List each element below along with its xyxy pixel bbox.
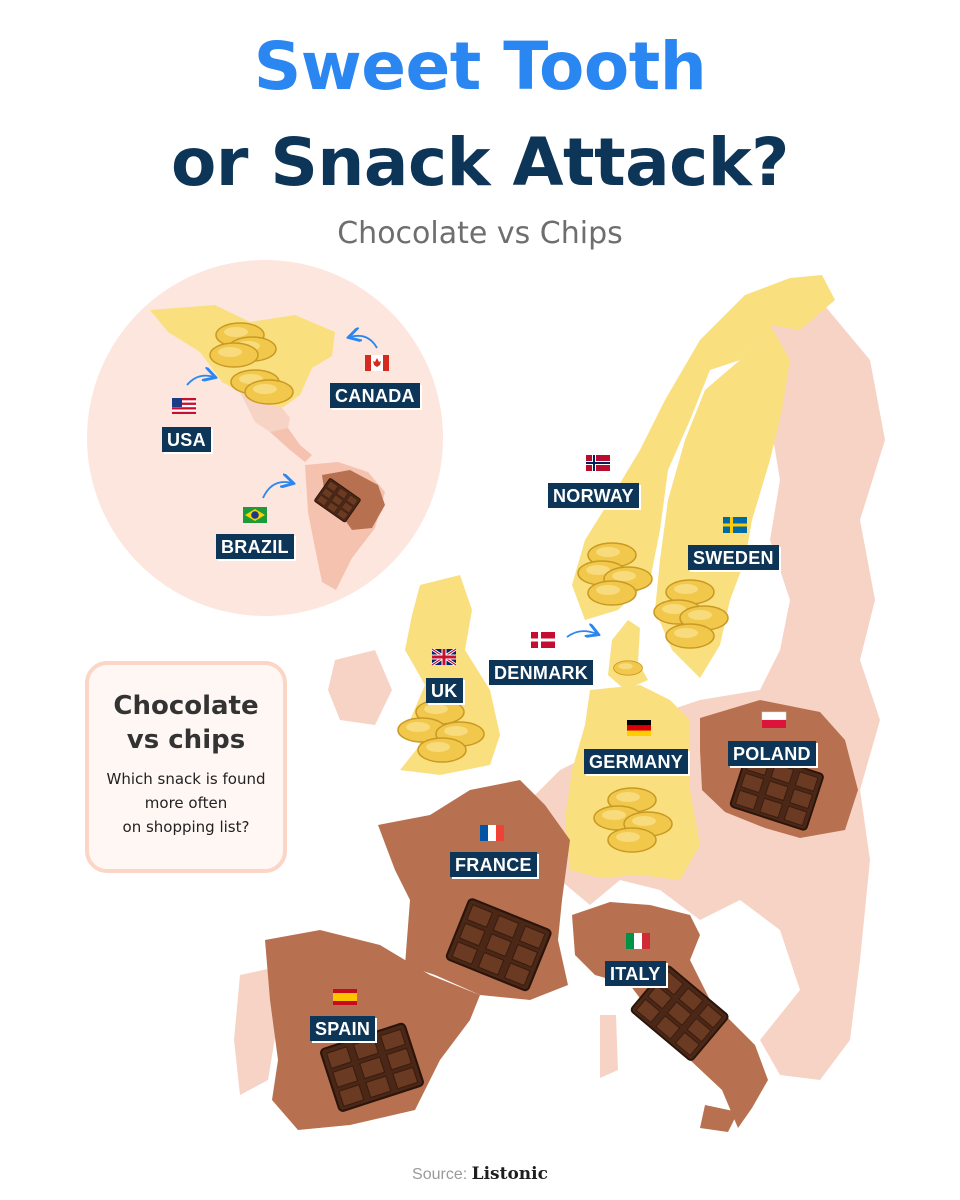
ireland-shape [328,650,392,725]
source-name: Listonic [471,1164,548,1184]
source-prefix: Source: [412,1166,468,1183]
country-label-brazil: BRAZIL [216,534,294,559]
country-label-germany: GERMANY [584,749,689,774]
sweden-flag-icon [723,517,747,533]
country-label-norway: NORWAY [548,483,639,508]
arrow-denmark [566,631,597,637]
norway-shape [572,275,835,620]
country-label-spain: SPAIN [310,1016,376,1041]
legend-title-line-2: vs chips [126,725,246,755]
country-label-denmark: DENMARK [489,660,594,685]
canada-flag-icon [365,355,389,371]
legend-title: Chocolate vs chips [89,689,283,757]
legend-box: Chocolate vs chips Which snack is found … [85,661,287,873]
italy-flag-icon [626,933,650,949]
chips-pile-denmark [613,660,643,676]
uk-flag-icon [431,647,457,667]
france-flag-icon [480,825,504,841]
arrow-canada [350,336,378,349]
country-label-italy: ITALY [605,961,666,986]
denmark-shape [608,620,648,690]
us-flag-icon [172,398,196,414]
spain-flag-icon [333,989,357,1005]
central-america-shape [270,428,312,462]
country-label-canada: CANADA [330,383,420,408]
sicily-shape [700,1105,738,1132]
country-label-poland: POLAND [728,741,816,766]
arrow-usa [186,376,214,386]
legend-text-line-3: on shopping list? [122,818,250,836]
country-label-uk: UK [426,678,463,703]
portugal-shape [234,968,278,1095]
brazil-flag-icon [243,507,267,523]
country-label-usa: USA [162,427,211,452]
subtitle: Chocolate vs Chips [337,216,623,251]
legend-description: Which snack is found more often on shopp… [89,767,283,839]
title-line-1: Sweet Tooth [253,28,707,105]
americas-inset-circle [87,260,443,616]
legend-text-line-1: Which snack is found [106,770,266,788]
sardinia-shape [600,1015,618,1078]
source-credit: Source: Listonic [0,1164,960,1184]
country-label-france: FRANCE [450,852,537,877]
legend-title-line-1: Chocolate [113,691,259,721]
mexico-shape [240,392,290,432]
norway-flag-icon [586,455,610,471]
title-line-2: or Snack Attack? [171,124,789,201]
country-label-sweden: SWEDEN [688,545,779,570]
europe-other-regions [520,300,885,1080]
arrow-brazil [262,482,292,499]
legend-text-line-2: more often [144,794,228,812]
denmark-flag-icon [531,632,555,648]
germany-flag-icon [627,720,651,736]
poland-flag-icon [761,711,787,728]
